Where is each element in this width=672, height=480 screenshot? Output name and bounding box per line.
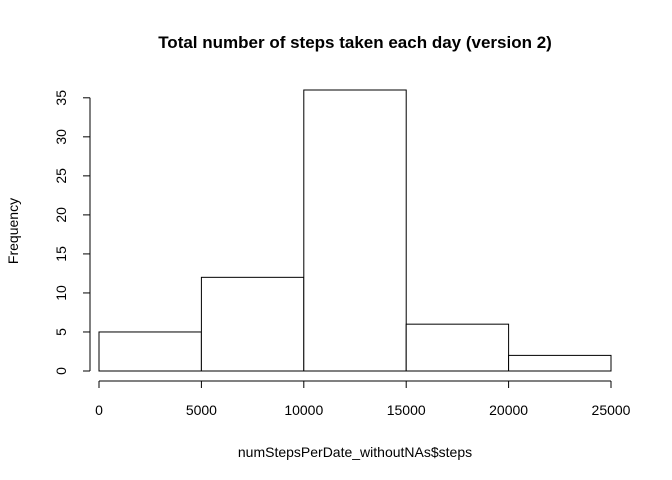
histogram-bar-2 [303, 89, 407, 372]
chart-title: Total number of steps taken each day (ve… [158, 33, 552, 52]
histogram-bar-4 [508, 354, 612, 372]
y-tick-label-0: 0 [53, 367, 69, 375]
x-axis: 0 5000 10000 15000 20000 25000 [95, 380, 631, 418]
bars-group [98, 89, 612, 372]
x-tick-label-5: 25000 [592, 402, 631, 418]
histogram-bar-0 [98, 331, 202, 372]
histogram-bar-3 [405, 323, 510, 372]
y-tick-label-7: 35 [53, 90, 69, 106]
y-tick-label-2: 10 [53, 285, 69, 301]
x-tick-label-4: 20000 [489, 402, 528, 418]
x-tick-label-0: 0 [95, 402, 103, 418]
y-axis-label: Frequency [5, 198, 21, 264]
y-tick-label-1: 5 [53, 328, 69, 336]
y-tick-label-4: 20 [53, 207, 69, 223]
y-tick-label-6: 30 [53, 129, 69, 145]
y-tick-label-3: 15 [53, 246, 69, 262]
y-tick-label-5: 25 [53, 168, 69, 184]
x-tick-label-2: 10000 [284, 402, 323, 418]
x-tick-label-1: 5000 [186, 402, 217, 418]
x-axis-label: numStepsPerDate_withoutNAs$steps [238, 444, 472, 460]
y-axis: 0 5 10 15 20 25 30 35 [53, 90, 91, 375]
x-tick-label-3: 15000 [387, 402, 426, 418]
histogram-bar-1 [200, 276, 305, 372]
